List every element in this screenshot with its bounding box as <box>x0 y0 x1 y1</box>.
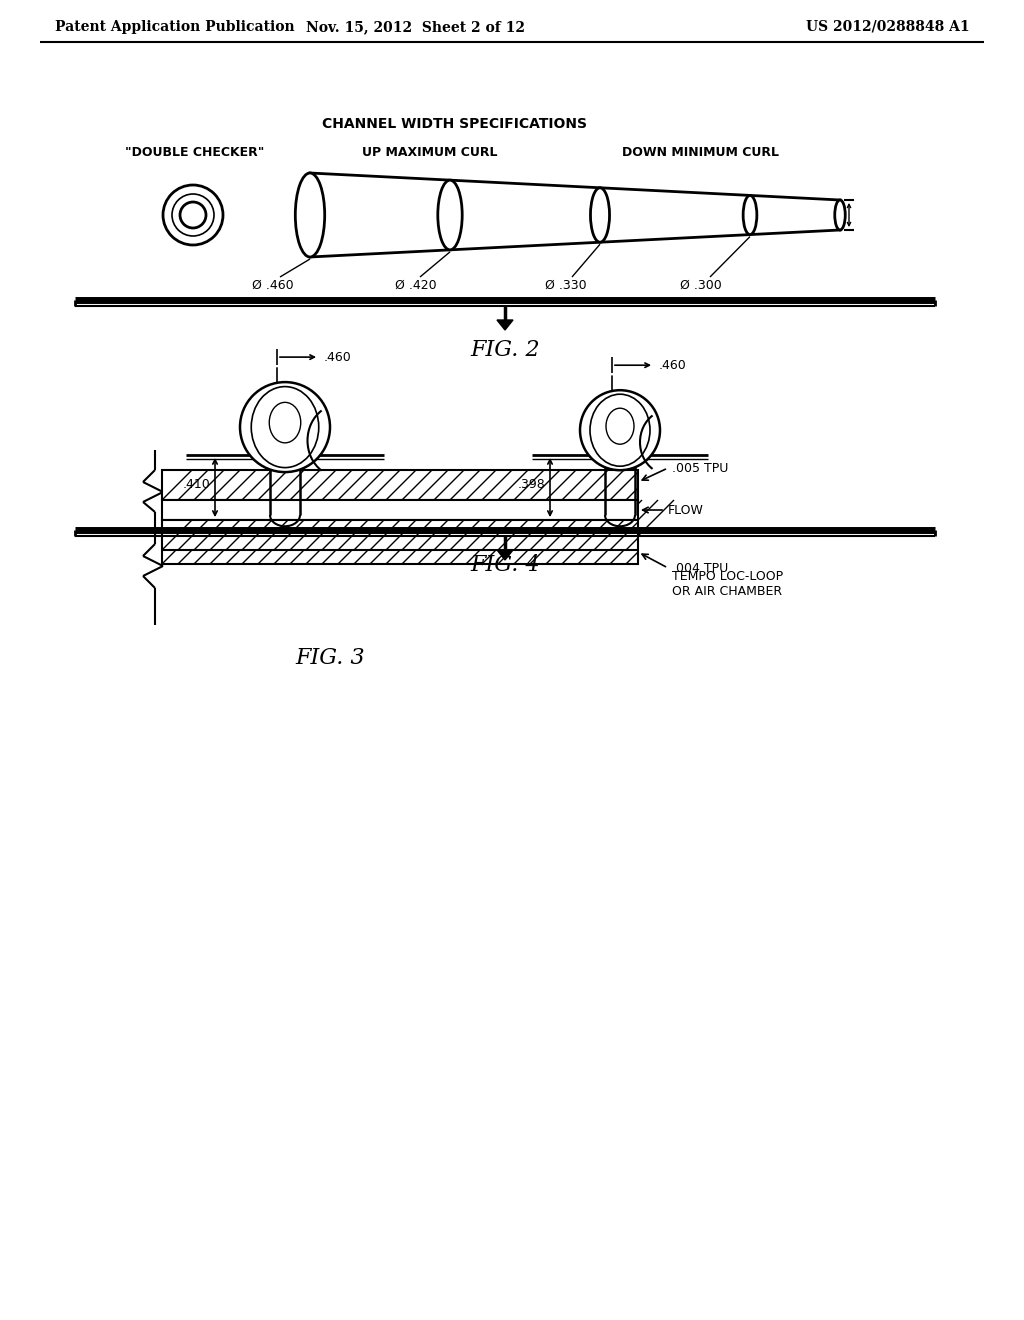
Text: "DOUBLE CHECKER": "DOUBLE CHECKER" <box>125 147 264 160</box>
Text: Ø .330: Ø .330 <box>545 279 587 292</box>
Polygon shape <box>497 319 513 330</box>
Polygon shape <box>497 550 513 560</box>
Bar <box>162 500 638 520</box>
Text: .460: .460 <box>659 359 687 372</box>
Text: FIG. 4: FIG. 4 <box>470 554 540 576</box>
Text: Ø .460: Ø .460 <box>252 279 294 292</box>
Text: DOWN MINIMUM CURL: DOWN MINIMUM CURL <box>622 147 778 160</box>
Ellipse shape <box>743 195 757 235</box>
Text: FIG. 3: FIG. 3 <box>295 647 365 669</box>
Text: Ø .300: Ø .300 <box>680 279 722 292</box>
Text: .398: .398 <box>517 479 545 491</box>
Circle shape <box>580 391 660 470</box>
Text: TEMPO LOC-LOOP
OR AIR CHAMBER: TEMPO LOC-LOOP OR AIR CHAMBER <box>672 570 783 598</box>
Text: CHANNEL WIDTH SPECIFICATIONS: CHANNEL WIDTH SPECIFICATIONS <box>323 117 588 131</box>
Ellipse shape <box>591 187 609 243</box>
Bar <box>162 520 638 564</box>
Text: .410: .410 <box>182 479 210 491</box>
Text: US 2012/0288848 A1: US 2012/0288848 A1 <box>806 20 970 34</box>
Text: .460: .460 <box>324 351 352 363</box>
Text: FLOW: FLOW <box>668 503 703 516</box>
Text: Nov. 15, 2012  Sheet 2 of 12: Nov. 15, 2012 Sheet 2 of 12 <box>305 20 524 34</box>
Text: Patent Application Publication: Patent Application Publication <box>55 20 295 34</box>
Text: .004 TPU: .004 TPU <box>672 561 728 574</box>
Text: UP MAXIMUM CURL: UP MAXIMUM CURL <box>362 147 498 160</box>
Ellipse shape <box>438 180 462 249</box>
Text: Ø .420: Ø .420 <box>395 279 436 292</box>
Circle shape <box>240 381 330 473</box>
Bar <box>162 470 638 500</box>
Text: .005 TPU: .005 TPU <box>672 462 728 474</box>
Ellipse shape <box>835 201 845 230</box>
Text: FIG. 2: FIG. 2 <box>470 339 540 360</box>
Ellipse shape <box>295 173 325 257</box>
